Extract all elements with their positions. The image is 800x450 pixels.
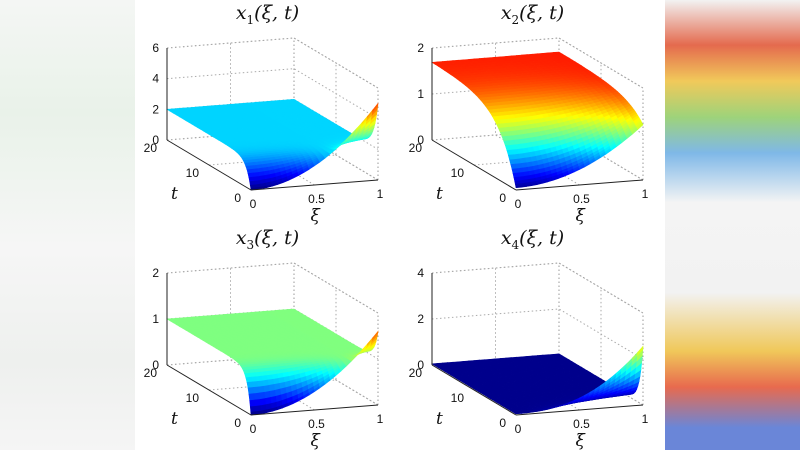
surface-patch [254,399,262,407]
subplot-x3: x3(ξ, t) 0 1 2 0 10 20 0 0.5 1 t ξ [135,225,400,450]
surface-patch [514,412,523,415]
xi-tick-label: 1 [377,187,384,201]
t-gridline [208,288,337,391]
z-gridline [166,262,379,314]
xi-tick-label: 1 [642,412,649,426]
xi-axis-label: ξ [311,431,322,450]
subplot-x2: x2(ξ, t) 0 1 2 0 10 20 0 0.5 1 t ξ [400,0,665,225]
t-tick-label: 10 [451,391,465,405]
xi-tick-label: 0.5 [573,417,590,431]
surface [166,308,379,416]
t-tick-label: 0 [234,416,241,430]
z-tick-label: 2 [417,41,424,55]
background-blur-right [665,0,800,450]
t-tick-label: 0 [499,191,506,205]
t-gridline [473,288,602,391]
t-gridline [208,63,337,166]
xi-axis-label: ξ [576,206,587,225]
xi-axis-label: ξ [311,206,322,225]
xi-tick-label: 0.5 [573,192,590,206]
z-tick-label: 4 [417,266,424,280]
xi-tick-label: 0 [515,422,522,436]
z-gridline [166,129,379,181]
z-tick-label: 1 [417,87,424,101]
background-blur-left [0,0,135,450]
xi-axis [515,404,644,416]
z-gridline [166,68,379,120]
surface-patch [259,391,266,400]
z-gridline [431,262,644,314]
surface-patch [372,102,379,113]
z-tick-label: 2 [152,266,159,280]
t-axis-label: t [436,184,443,204]
z-tick-label: 1 [152,312,159,326]
t-tick-label: 20 [144,141,158,155]
surface-patch [637,345,644,357]
surface-patch [372,330,379,340]
subplot-title: x1(ξ, t) [235,2,300,27]
t-tick-label: 20 [409,141,423,155]
t-axis [431,139,517,191]
subplot-x4: x4(ξ, t) 0 2 4 0 10 20 0 0.5 1 t ξ [400,225,665,450]
z-gridline [431,129,644,181]
xi-tick-label: 0 [250,422,257,436]
z-tick-label: 6 [152,41,159,55]
xi-axis [250,404,379,416]
subplot-title: x3(ξ, t) [235,227,300,252]
xi-tick-label: 0 [515,197,522,211]
surface-patch [249,399,256,408]
t-axis-label: t [171,409,178,429]
t-tick-label: 0 [499,416,506,430]
xi-tick-label: 0 [250,197,257,211]
t-tick-label: 10 [451,166,465,180]
xi-tick-label: 0.5 [308,417,325,431]
xi-axis [250,179,379,191]
surface-patch [637,123,644,131]
t-tick-label: 0 [234,191,241,205]
subplot-x1: x1(ξ, t) 0 2 4 6 0 10 20 0 0.5 1 t ξ [135,0,400,225]
z-gridline [166,354,379,406]
surface-patch [515,185,522,189]
surface [431,345,644,415]
xi-tick-label: 1 [377,412,384,426]
t-axis [166,364,252,416]
z-gridline [431,308,644,360]
surface [431,51,644,189]
t-axis-label: t [436,409,443,429]
z-tick-label: 4 [152,72,159,86]
surface-patch [261,409,268,415]
subplot-title: x4(ξ, t) [500,227,565,252]
xi-axis-label: ξ [576,431,587,450]
t-tick-label: 10 [186,166,200,180]
xi-axis [515,179,644,191]
t-tick-label: 20 [144,366,158,380]
t-axis [431,364,517,416]
z-tick-label: 0 [152,358,159,372]
t-tick-label: 20 [409,366,423,380]
t-axis [166,139,252,191]
t-tick-label: 10 [186,391,200,405]
subplot-title: x2(ξ, t) [500,2,565,27]
xi-tick-label: 0.5 [308,192,325,206]
surface [166,98,379,191]
z-tick-label: 0 [417,358,424,372]
z-gridline [431,37,644,89]
z-tick-label: 0 [152,133,159,147]
z-tick-label: 2 [152,102,159,116]
t-axis-label: t [171,184,178,204]
z-tick-label: 0 [417,133,424,147]
z-gridline [166,37,379,89]
z-tick-label: 2 [417,312,424,326]
surface-patch [249,405,257,413]
xi-tick-label: 1 [642,187,649,201]
